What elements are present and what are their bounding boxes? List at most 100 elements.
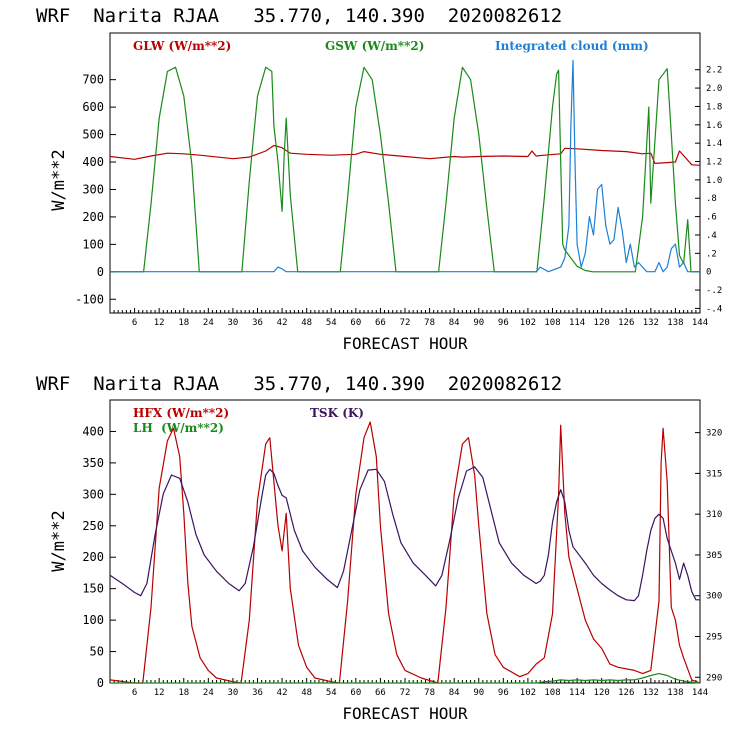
series-line-tsk-k bbox=[109, 466, 700, 602]
x-tick-label: 42 bbox=[277, 688, 288, 698]
y2-tick-label: 1.8 bbox=[706, 102, 722, 112]
x-tick-label: 126 bbox=[618, 688, 634, 698]
x-tick-label: 36 bbox=[252, 318, 263, 328]
x-tick-label: 102 bbox=[520, 688, 536, 698]
y2-tick-label: 1.4 bbox=[706, 139, 722, 149]
x-tick-label: 114 bbox=[569, 318, 585, 328]
x-tick-label: 84 bbox=[449, 318, 460, 328]
y-tick-label: 0 bbox=[97, 265, 104, 279]
y2-tick-label: 1.0 bbox=[706, 176, 722, 186]
y-axis-label: W/m**2 bbox=[49, 149, 69, 210]
chart-panel-fluxes: WRF Narita RJAA 35.770, 140.390 20200826… bbox=[36, 373, 722, 723]
x-tick-label: 132 bbox=[643, 318, 659, 328]
x-tick-label: 120 bbox=[594, 688, 610, 698]
x-tick-label: 12 bbox=[154, 318, 165, 328]
y2-tick-label: -.2 bbox=[706, 286, 722, 296]
series-line-glw-w-m bbox=[109, 144, 701, 166]
x-tick-label: 138 bbox=[667, 688, 683, 698]
y-tick-label: 700 bbox=[82, 73, 104, 87]
x-tick-label: 12 bbox=[154, 688, 165, 698]
y-tick-label: 50 bbox=[90, 645, 104, 659]
y-tick-label: 200 bbox=[82, 550, 104, 564]
y2-tick-label: 2.2 bbox=[706, 66, 722, 76]
y-axis-label: W/m**2 bbox=[49, 510, 69, 571]
x-tick-label: 66 bbox=[375, 688, 386, 698]
plot-frame bbox=[109, 32, 701, 314]
x-tick-label: 108 bbox=[544, 318, 560, 328]
x-tick-label: 48 bbox=[301, 318, 312, 328]
y-tick-label: 400 bbox=[82, 424, 104, 438]
chart-title: WRF Narita RJAA 35.770, 140.390 20200826… bbox=[36, 5, 562, 27]
x-tick-label: 24 bbox=[203, 688, 214, 698]
x-tick-label: 102 bbox=[520, 318, 536, 328]
y2-tick-label: .8 bbox=[706, 194, 717, 204]
series-line-integrated-cloud-mm bbox=[110, 59, 700, 273]
chart-panel-radiation: WRF Narita RJAA 35.770, 140.390 20200826… bbox=[36, 5, 722, 353]
x-tick-label: 24 bbox=[203, 318, 214, 328]
legend-entry-lh: LH (W/m**2) bbox=[133, 421, 224, 435]
x-tick-label: 6 bbox=[132, 318, 137, 328]
legend-entry-cloud: Integrated cloud (mm) bbox=[495, 39, 649, 53]
y-axis-ticks: 0 50 100 150 200 250 300 350 400 bbox=[82, 424, 116, 690]
x-tick-label: 30 bbox=[227, 688, 238, 698]
x-axis-label: FORECAST HOUR bbox=[342, 704, 468, 723]
series-line-hfx-w-m bbox=[109, 421, 701, 684]
series-line-gsw-w-m bbox=[110, 66, 700, 273]
y-tick-label: -100 bbox=[75, 292, 104, 306]
x-tick-label: 72 bbox=[400, 688, 411, 698]
y2-tick-label: 310 bbox=[706, 510, 722, 520]
x-tick-label: 18 bbox=[178, 318, 189, 328]
series-line-lh-w-m bbox=[110, 673, 701, 684]
y2-tick-label: 290 bbox=[706, 673, 722, 683]
x-tick-label: 96 bbox=[498, 688, 509, 698]
x-tick-label: 90 bbox=[473, 318, 484, 328]
x-tick-label: 60 bbox=[350, 688, 361, 698]
y2-tick-label: 315 bbox=[706, 469, 722, 479]
x-tick-label: 114 bbox=[569, 688, 585, 698]
x-tick-label: 18 bbox=[178, 688, 189, 698]
legend-entry-tsk: TSK (K) bbox=[310, 406, 364, 420]
y2-tick-label: .2 bbox=[706, 249, 717, 259]
y-tick-label: 0 bbox=[97, 676, 104, 690]
x-tick-label: 6 bbox=[132, 688, 137, 698]
series-group bbox=[109, 421, 701, 684]
x-tick-label: 60 bbox=[350, 318, 361, 328]
y-tick-label: 300 bbox=[82, 487, 104, 501]
legend-entry-gsw: GSW (W/m**2) bbox=[325, 39, 424, 53]
x-axis-label: FORECAST HOUR bbox=[342, 334, 468, 353]
y-tick-label: 100 bbox=[82, 613, 104, 627]
legend-entry-hfx: HFX (W/m**2) bbox=[133, 406, 229, 420]
y2-axis-ticks: 290 295 300 305 310 315 320 bbox=[695, 429, 722, 683]
y-axis-ticks: -100 0 100 200 300 400 500 600 700 bbox=[75, 73, 116, 306]
y2-tick-label: 0 bbox=[706, 268, 711, 278]
legend-entry-glw: GLW (W/m**2) bbox=[133, 39, 231, 53]
y2-tick-label: 305 bbox=[706, 551, 722, 561]
x-tick-label: 96 bbox=[498, 318, 509, 328]
y2-tick-label: 295 bbox=[706, 633, 722, 643]
y2-tick-label: 2.0 bbox=[706, 84, 722, 94]
y-tick-label: 200 bbox=[82, 210, 104, 224]
x-tick-label: 144 bbox=[692, 318, 708, 328]
x-axis-ticks: 6 12 18 24 30 36 42 48 54 60 66 72 78 84 90 96 102 108 114… bbox=[113, 308, 708, 328]
y2-tick-label: 320 bbox=[706, 429, 722, 439]
x-tick-label: 144 bbox=[692, 688, 708, 698]
x-tick-label: 30 bbox=[227, 318, 238, 328]
x-tick-label: 108 bbox=[544, 688, 560, 698]
y2-tick-label: -.4 bbox=[706, 304, 722, 314]
x-tick-label: 54 bbox=[326, 688, 337, 698]
y2-tick-label: .6 bbox=[706, 213, 717, 223]
x-tick-label: 78 bbox=[424, 688, 435, 698]
y2-tick-label: 1.6 bbox=[706, 121, 722, 131]
x-tick-label: 72 bbox=[400, 318, 411, 328]
y-tick-label: 350 bbox=[82, 456, 104, 470]
y-tick-label: 100 bbox=[82, 237, 104, 251]
y-tick-label: 300 bbox=[82, 182, 104, 196]
y-tick-label: 150 bbox=[82, 582, 104, 596]
x-tick-label: 78 bbox=[424, 318, 435, 328]
x-tick-label: 120 bbox=[594, 318, 610, 328]
y2-tick-label: .4 bbox=[706, 231, 717, 241]
x-tick-label: 36 bbox=[252, 688, 263, 698]
series-group bbox=[109, 59, 701, 273]
x-tick-label: 90 bbox=[473, 688, 484, 698]
